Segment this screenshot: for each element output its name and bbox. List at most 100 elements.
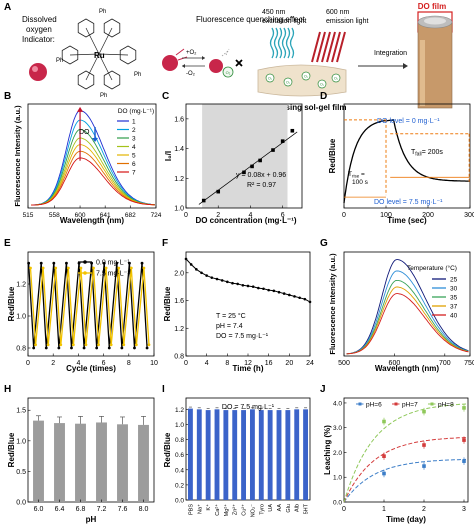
y-tick-label: 4.0	[333, 400, 342, 407]
legend-title: Temperature (°C)	[407, 264, 457, 272]
x-tick-label: UA	[268, 504, 274, 512]
rise-time-sub: rise	[352, 174, 360, 179]
plus-o2-label: +O₂	[186, 50, 197, 56]
x-tick-label: 1	[382, 506, 386, 513]
series-line-do-7	[31, 157, 155, 206]
panel-letter: E	[4, 238, 11, 249]
x-tick-label: 0	[342, 506, 346, 513]
x-tick-label: 4	[248, 212, 252, 219]
series-line-t-40	[346, 293, 469, 355]
bar-interferent	[196, 409, 202, 500]
stability-point	[246, 284, 250, 288]
ph-label: Ph	[56, 58, 63, 64]
y-tick-label: 1.2	[174, 176, 184, 183]
stability-point	[272, 289, 276, 293]
stability-point	[257, 286, 260, 290]
do-arrow-head	[92, 138, 98, 142]
legend-label: 6	[132, 161, 136, 168]
ru-label: Ru	[94, 51, 105, 60]
data-point	[462, 438, 466, 442]
cycle-point	[104, 266, 108, 270]
series-line-do-4	[31, 137, 155, 206]
o2-label: O₂	[268, 77, 273, 81]
ring	[61, 45, 79, 65]
cycle-point	[54, 266, 58, 270]
panel-letter: G	[320, 238, 328, 249]
bar-interferent	[249, 409, 255, 500]
bond	[85, 53, 100, 81]
stability-point	[308, 300, 312, 304]
x-tick-label: Cu²⁺	[241, 504, 248, 516]
data-point	[462, 459, 466, 463]
y-axis-label: Red/Blue	[7, 286, 16, 321]
data-point	[280, 139, 285, 143]
stability-point	[267, 288, 270, 292]
arrow-head	[202, 56, 205, 60]
data-point	[422, 464, 426, 468]
cylinder-cap-inner	[424, 17, 446, 25]
y-tick-label: 0.0	[175, 498, 184, 505]
cycle-point	[70, 346, 73, 350]
y-tick-label: 2.0	[333, 450, 342, 457]
cycle-point	[102, 261, 106, 265]
x-axis-label: Wavelength (nm)	[375, 364, 439, 373]
glowing-indicator-icon	[162, 55, 178, 71]
bar-interferent	[241, 410, 247, 500]
cycle-point	[142, 266, 146, 270]
legend-label: 40	[450, 313, 458, 320]
bond	[85, 27, 100, 55]
fit-curve-1	[343, 437, 467, 503]
x-tick-label: Alb	[295, 504, 301, 512]
stability-point	[210, 276, 214, 279]
sol-gel-film-icon	[257, 64, 347, 97]
emission-ray	[331, 31, 341, 63]
cycle-point	[92, 266, 95, 270]
cycle-point	[107, 346, 111, 350]
x-axis-label: Time (day)	[386, 515, 426, 524]
bar-interferent	[276, 410, 282, 500]
x-tick-label: Zn²⁺	[232, 504, 239, 515]
arrow-head	[403, 63, 408, 69]
bar-interferent	[303, 409, 309, 500]
legend-label: 5	[132, 153, 136, 160]
rise-time-eq: =	[359, 171, 365, 178]
x-tick-label: 2	[216, 212, 220, 219]
stability-point	[195, 268, 198, 271]
legend-label: 1	[132, 119, 136, 126]
cycle-point	[39, 261, 43, 265]
glow-lines	[175, 48, 188, 61]
legend-label: 25	[450, 277, 458, 284]
y-tick-label: 0.4	[175, 467, 184, 474]
x-tick-label: 4	[205, 360, 209, 367]
fit-equation: y = 0.08x + 0.96	[236, 172, 286, 179]
x-tick-label: 16	[265, 360, 273, 367]
x-tick-label: 6	[102, 360, 106, 367]
excitation-wave	[289, 27, 295, 59]
o2-bubble-icon	[222, 66, 234, 78]
ring	[77, 18, 95, 38]
bar-interferent	[214, 409, 220, 500]
legend-label: pH=8	[438, 402, 454, 409]
x-tick-label: 5HT	[304, 503, 310, 514]
stability-point	[215, 277, 219, 281]
bar-6.0	[33, 420, 44, 502]
y-tick-label: 2.0	[174, 270, 184, 277]
x-axis-label: Cycle (times)	[66, 364, 116, 373]
indicator-label: Indicator:	[22, 35, 55, 44]
data-point	[201, 198, 206, 203]
cycle-point	[115, 261, 119, 265]
panel-letter: H	[4, 384, 11, 395]
bar-6.4	[54, 423, 65, 502]
panel-letter: A	[4, 2, 11, 13]
y-axis-label: Fluorescence Intensity (a.u.)	[328, 253, 337, 355]
emission-ray	[321, 31, 331, 63]
x-tick-label: 500	[338, 360, 350, 367]
stability-point	[236, 282, 239, 286]
cycle-point	[97, 343, 100, 347]
stability-point	[262, 287, 265, 291]
x-tick-label: 682	[125, 212, 136, 219]
cycle-point	[122, 343, 126, 347]
cycle-point	[145, 346, 149, 350]
legend-label: 35	[450, 295, 458, 302]
x-tick-label: 0	[26, 360, 30, 367]
